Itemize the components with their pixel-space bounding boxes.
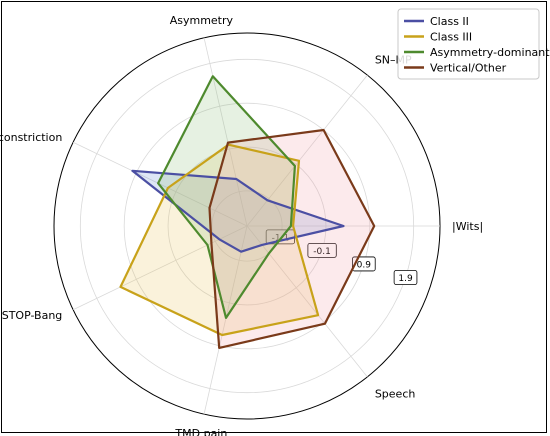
legend-box — [397, 8, 540, 80]
grid-spoke — [203, 37, 248, 227]
legend-entry: Vertical/Other — [430, 62, 507, 75]
legend-entry: Class II — [430, 15, 469, 28]
series-fill-0 — [132, 170, 344, 252]
series-line-2 — [157, 75, 296, 319]
tick-label-box — [393, 270, 418, 285]
axis-label: |Wits| — [452, 220, 483, 233]
axis-label: TMD pain — [174, 427, 227, 436]
tick-label: 1.9 — [398, 274, 413, 284]
grid-spoke — [72, 225, 248, 311]
legend-entry: Class III — [430, 31, 472, 44]
axis-label: Asymmetry — [170, 14, 234, 27]
grid-spoke — [203, 225, 248, 415]
tick-label: -0.1 — [313, 247, 331, 257]
series-line-3 — [208, 128, 376, 349]
grid-spoke — [246, 225, 368, 378]
axis-label: Airway constriction — [0, 131, 62, 144]
tick-label: 0.9 — [357, 260, 372, 270]
legend-entry: Asymmetry-dominant — [430, 46, 550, 59]
axis-label: STOP-Bang — [2, 309, 63, 322]
axis-label: Speech — [375, 387, 416, 400]
tick-label-box — [307, 242, 337, 258]
series-fill-2 — [158, 76, 295, 318]
tick-label-box — [352, 256, 376, 272]
